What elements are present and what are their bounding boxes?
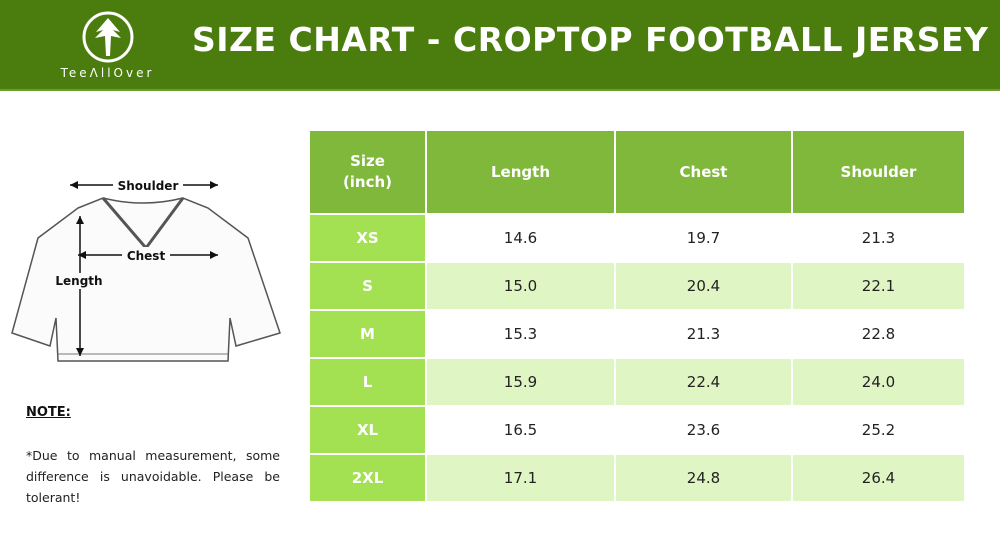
shoulder-cell: 24.0: [791, 357, 966, 407]
chest-label: Chest: [127, 249, 166, 263]
header-shoulder: Shoulder: [791, 129, 966, 215]
size-cell: L: [308, 357, 427, 407]
chest-cell: 24.8: [614, 453, 793, 503]
length-cell: 14.6: [425, 213, 616, 263]
table-row: XL 16.5 23.6 25.2: [308, 405, 966, 455]
header-length: Length: [425, 129, 616, 215]
size-cell: XS: [308, 213, 427, 263]
table-row: 2XL 17.1 24.8 26.4: [308, 453, 966, 503]
length-cell: 15.9: [425, 357, 616, 407]
length-cell: 17.1: [425, 453, 616, 503]
header-banner: TeeΛllOver SIZE CHART - CROPTOP FOOTBALL…: [0, 0, 1000, 91]
note-text: *Due to manual measurement, some differe…: [26, 448, 280, 505]
length-cell: 15.3: [425, 309, 616, 359]
chest-cell: 19.7: [614, 213, 793, 263]
shoulder-cell: 22.8: [791, 309, 966, 359]
table-row: S 15.0 20.4 22.1: [308, 261, 966, 311]
logo-icon: [82, 11, 133, 63]
table-row: L 15.9 22.4 24.0: [308, 357, 966, 407]
size-cell: S: [308, 261, 427, 311]
chest-cell: 20.4: [614, 261, 793, 311]
table-row: M 15.3 21.3 22.8: [308, 309, 966, 359]
shoulder-cell: 25.2: [791, 405, 966, 455]
size-cell: XL: [308, 405, 427, 455]
shoulder-cell: 26.4: [791, 453, 966, 503]
header-chest: Chest: [614, 129, 793, 215]
chest-cell: 22.4: [614, 357, 793, 407]
logo-text: TeeΛllOver: [60, 66, 155, 80]
length-cell: 15.0: [425, 261, 616, 311]
size-cell: 2XL: [308, 453, 427, 503]
shoulder-label: Shoulder: [118, 179, 179, 193]
size-table: Size (inch) Length Chest Shoulder XS 14.6…: [308, 129, 966, 503]
shoulder-cell: 21.3: [791, 213, 966, 263]
page-title: SIZE CHART - CROPTOP FOOTBALL JERSEY: [192, 20, 989, 59]
chest-cell: 23.6: [614, 405, 793, 455]
croptop-diagram: Shoulder Chest Length: [11, 177, 281, 362]
shoulder-cell: 22.1: [791, 261, 966, 311]
table-header-row: Size (inch) Length Chest Shoulder: [308, 129, 966, 215]
note-heading: NOTE:: [26, 405, 71, 420]
size-cell: M: [308, 309, 427, 359]
header-size: Size (inch): [308, 129, 427, 215]
brand-logo: TeeΛllOver: [50, 10, 165, 85]
length-cell: 16.5: [425, 405, 616, 455]
length-label: Length: [55, 274, 102, 288]
chest-cell: 21.3: [614, 309, 793, 359]
table-row: XS 14.6 19.7 21.3: [308, 213, 966, 263]
